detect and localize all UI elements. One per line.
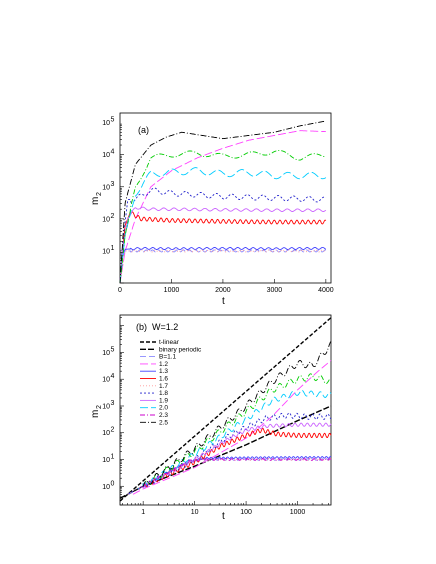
a-ytick-exponent: 3 bbox=[111, 181, 115, 188]
panel-b-ylabel: m 2 bbox=[90, 405, 103, 418]
b-ytick-label: 10 bbox=[102, 403, 110, 410]
b-ytick-label: 10 bbox=[102, 484, 110, 491]
series-line-b-10 bbox=[132, 373, 331, 492]
series-line-b-0 bbox=[119, 317, 332, 502]
b-ytick-exponent: 5 bbox=[111, 346, 115, 353]
series-line-b-7 bbox=[132, 412, 332, 492]
b-ytick-label: 10 bbox=[102, 457, 110, 464]
a-xtick-label: 0 bbox=[118, 287, 122, 294]
a-ytick-exponent: 4 bbox=[111, 149, 115, 156]
series-line-b-1 bbox=[119, 405, 332, 499]
panel-b-label: (b) bbox=[136, 322, 147, 332]
a-ytick-label: 10 bbox=[102, 184, 110, 191]
a-ytick-label: 10 bbox=[102, 120, 110, 127]
b-ytick-exponent: 2 bbox=[111, 427, 115, 434]
panel-a-frame bbox=[119, 112, 332, 284]
legend-label: 1.6 bbox=[159, 376, 168, 383]
legend-label: 2.3 bbox=[159, 412, 168, 419]
series-line-a-6 bbox=[119, 206, 327, 284]
series-line-b-11 bbox=[132, 458, 332, 492]
series-line-b-12 bbox=[132, 340, 332, 492]
legend-label: 1.2 bbox=[159, 361, 168, 368]
series-line-a-0 bbox=[119, 249, 327, 284]
b-ytick-exponent: 1 bbox=[111, 454, 115, 461]
series-line-a-5 bbox=[119, 187, 327, 284]
b-ytick-label: 10 bbox=[102, 377, 110, 384]
panel-b-ylabel-sub: 2 bbox=[96, 405, 103, 409]
a-ytick-exponent: 2 bbox=[111, 213, 115, 220]
panel-a-ylabel-m: m bbox=[90, 197, 101, 205]
series-line-a-7 bbox=[119, 167, 327, 284]
series-line-a-4 bbox=[119, 249, 326, 284]
b-xtick-label: 100 bbox=[240, 509, 252, 516]
a-xtick-label: 1000 bbox=[164, 287, 180, 294]
panel-b-title: W=1.2 bbox=[152, 322, 178, 332]
a-ytick-exponent: 5 bbox=[111, 117, 115, 124]
legend-label: binary periodic bbox=[159, 346, 202, 353]
a-ytick-label: 10 bbox=[102, 216, 110, 223]
legend-label: 1.3 bbox=[159, 368, 168, 375]
panel-b-xlabel: t bbox=[222, 511, 225, 522]
legend-label: 1.8 bbox=[159, 390, 168, 397]
legend-label: 2.5 bbox=[159, 419, 168, 426]
b-xtick-label: 1000 bbox=[290, 509, 306, 516]
b-ytick-exponent: 0 bbox=[111, 480, 115, 487]
b-xtick-label: 1 bbox=[141, 509, 145, 516]
series-line-a-2 bbox=[119, 246, 327, 284]
a-ytick-label: 10 bbox=[102, 152, 110, 159]
panel-a-label: (a) bbox=[138, 125, 149, 135]
legend-label: t-linear bbox=[159, 339, 180, 346]
series-line-b-4 bbox=[127, 456, 332, 495]
b-xtick-label: 10 bbox=[191, 509, 199, 516]
series-line-b-6 bbox=[127, 458, 332, 495]
series-line-b-3 bbox=[132, 360, 332, 495]
b-ytick-label: 10 bbox=[102, 430, 110, 437]
legend-label: 1.9 bbox=[159, 397, 168, 404]
b-ytick-label: 10 bbox=[102, 350, 110, 357]
series-line-a-8 bbox=[119, 150, 326, 284]
a-xtick-label: 3000 bbox=[267, 287, 283, 294]
a-ytick-label: 10 bbox=[102, 248, 110, 255]
panel-a-ylabel: m 2 bbox=[90, 192, 103, 205]
a-ytick-exponent: 1 bbox=[111, 245, 115, 252]
panel-a-xlabel: t bbox=[222, 296, 225, 307]
legend-label: B=1.1 bbox=[159, 354, 177, 361]
series-line-a-9 bbox=[119, 120, 327, 284]
series-line-a-1 bbox=[119, 130, 326, 284]
legend-label: 2.0 bbox=[159, 405, 168, 412]
series-line-b-5 bbox=[132, 427, 332, 492]
a-xtick-label: 4000 bbox=[318, 287, 334, 294]
series-line-a-3 bbox=[119, 210, 327, 284]
panel-a-ylabel-sub: 2 bbox=[96, 192, 103, 196]
panel-b-ylabel-m: m bbox=[90, 410, 101, 418]
b-ytick-exponent: 4 bbox=[111, 373, 115, 380]
b-ytick-exponent: 3 bbox=[111, 400, 115, 407]
series-line-b-2 bbox=[127, 458, 332, 495]
a-xtick-label: 2000 bbox=[215, 287, 231, 294]
legend-label: 1.7 bbox=[159, 383, 168, 390]
